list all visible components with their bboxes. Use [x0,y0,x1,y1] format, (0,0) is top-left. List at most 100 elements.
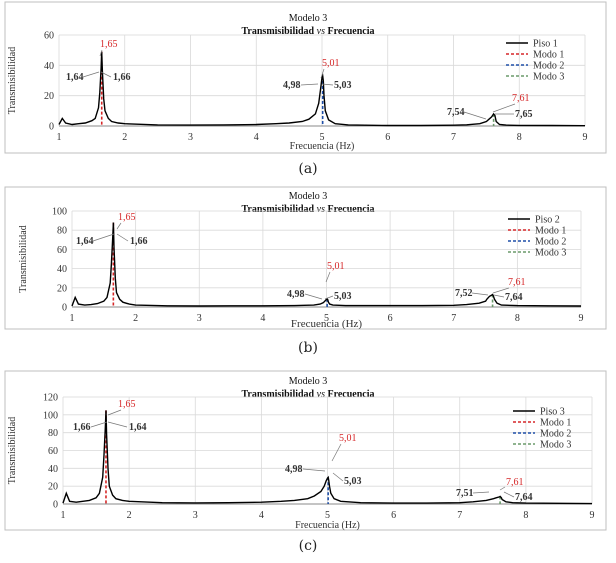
peak-label: 5,01 [339,433,357,444]
x-tick-label: 8 [523,510,528,521]
chart-caption: (c) [298,538,318,554]
chart-frame [4,1,607,154]
x-tick-label: 3 [197,313,202,324]
x-tick-label: 1 [57,132,62,143]
y-tick-label: 80 [57,226,67,237]
x-tick-label: 5 [325,510,330,521]
y-tick-label: 40 [57,264,67,275]
y-tick-label: 20 [44,91,54,102]
y-tick-label: 100 [43,410,58,421]
legend-entry: Modo 1 [535,226,566,237]
annotation-leader [107,421,128,428]
annotation-leader [503,491,515,498]
series-line [58,51,586,127]
legend-entry: Modo 2 [535,237,566,248]
chart-panel-c: Modelo 3 Transmisibilidad vs Frecuencia 1 2… [0,367,616,563]
y-tick-label: 60 [44,31,54,42]
peak-label: 5,03 [334,291,352,302]
x-tick-label: 6 [391,510,396,521]
x-tick-label: 4 [259,510,264,521]
legend-entry: Piso 3 [540,407,565,418]
annotation-leader [325,271,331,283]
y-tick-label: 40 [48,464,58,475]
y-axis-label: Transmisibilidad [7,417,18,484]
y-tick-label: 0 [62,303,67,314]
legend-entry: Modo 2 [533,61,564,72]
annotation-leader [493,294,505,298]
annotation-leader [300,83,319,86]
chart-panel-b: Modelo 3 Transmisibilidad vs Frecuencia 1 2… [0,184,616,367]
x-tick-label: 1 [61,510,66,521]
x-tick-label: 4 [254,132,259,143]
peak-label: 5,03 [344,476,362,487]
peak-label: 1,66 [113,72,131,83]
x-tick-label: 2 [127,510,132,521]
x-tick-label: 7 [451,313,456,324]
annotation-leader [331,443,342,462]
peak-label: 4,98 [287,289,305,300]
annotation-leader [332,472,344,482]
peak-label: 4,98 [285,464,303,475]
peak-label: 1,65 [118,212,136,223]
legend-entry: Modo 1 [533,50,564,61]
peak-label: 1,65 [118,399,136,410]
peak-label: 5,01 [327,261,345,272]
x-tick-label: 4 [260,313,265,324]
annotation-leader [90,421,108,428]
annotation-leader [471,292,489,296]
annotation-leader [304,293,323,300]
y-tick-label: 60 [48,446,58,457]
peak-label: 7,65 [515,109,533,120]
y-axis-label: Transmisibilidad [18,225,29,292]
x-tick-label: 8 [515,313,520,324]
x-tick-label: 5 [324,313,329,324]
annotation-leader [116,222,122,230]
y-tick-label: 100 [52,207,67,218]
annotation-leader [499,486,506,491]
chart-subtitle: Transmisibilidad vs Frecuencia [242,389,375,400]
annotation-leader [302,468,326,472]
x-tick-label: 9 [590,510,595,521]
x-tick-label: 9 [583,132,588,143]
chart-title: Modelo 3 [289,13,328,24]
x-tick-label: 7 [451,132,456,143]
annotation-leader [321,83,334,86]
x-tick-label: 1 [70,313,75,324]
legend-entry: Modo 3 [535,248,566,259]
annotation-leader [320,68,325,79]
x-axis-label: Frecuencia (Hz) [295,520,360,531]
peak-label: 7,61 [506,477,524,488]
x-axis-label: Frecuencia (Hz) [291,318,362,330]
series-line [71,222,582,307]
x-tick-label: 3 [193,510,198,521]
annotation-leader [82,71,100,78]
annotation-leader [116,233,129,242]
peak-label: 5,01 [322,58,340,69]
x-tick-label: 9 [579,313,584,324]
annotation-leader [492,287,510,294]
x-tick-label: 8 [517,132,522,143]
peak-label: 5,03 [334,80,352,91]
x-axis-label: Frecuencia (Hz) [290,141,355,152]
annotation-leader [492,103,516,113]
chart-subtitle: Transmisibilidad vs Frecuencia [242,26,375,37]
chart-b: Modelo 3 Transmisibilidad vs Frecuencia 1 2… [4,186,607,330]
y-tick-label: 60 [57,245,67,256]
annotation-leader [99,49,103,57]
series-line [62,410,593,505]
peak-label: 7,51 [456,488,474,499]
legend-entry: Piso 2 [535,215,560,226]
y-axis-label: Transmisibilidad [7,47,18,114]
y-tick-label: 0 [53,500,58,511]
chart-a: Modelo 3 Transmisibilidad vs Frecuencia 1 2… [4,1,607,154]
chart-caption: (a) [298,161,318,177]
y-tick-label: 80 [48,428,58,439]
x-tick-label: 6 [388,313,393,324]
peak-label: 7,61 [508,277,526,288]
y-tick-label: 20 [57,283,67,294]
x-tick-label: 2 [133,313,138,324]
y-tick-label: 120 [43,393,58,404]
annotation-leader [463,111,487,120]
annotation-leader [92,233,115,242]
